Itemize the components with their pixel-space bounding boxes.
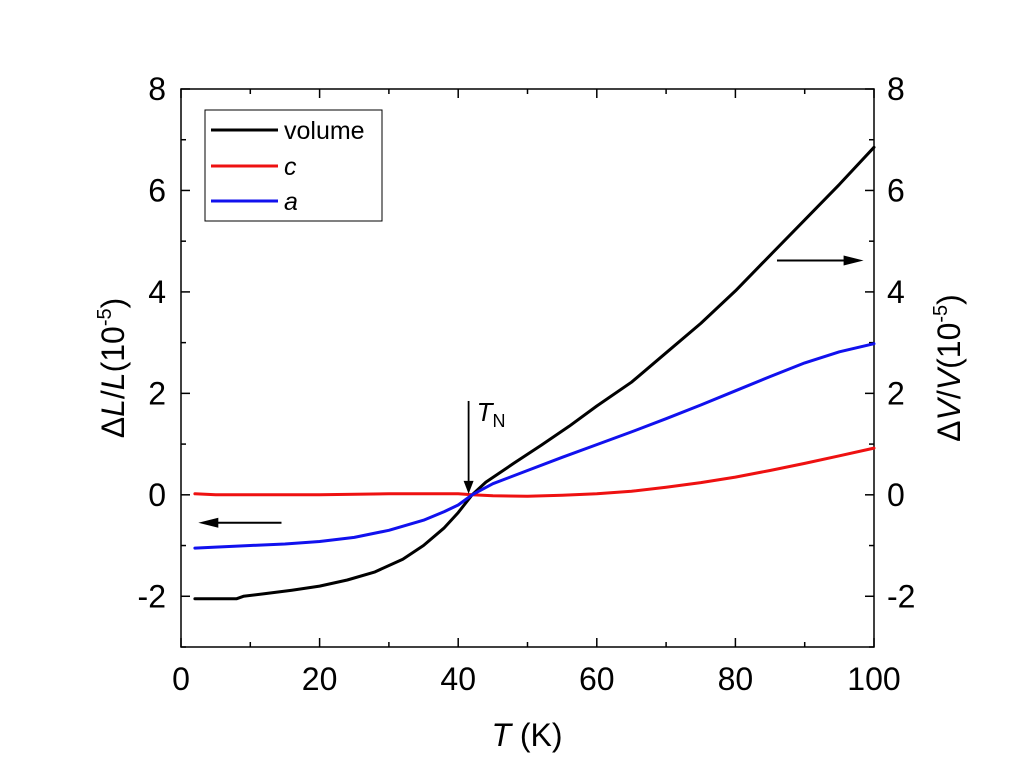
y-left-title-l2: L (95, 372, 131, 390)
y-right-tick-label: 4 (887, 274, 905, 310)
left-axis-arrow-head (198, 517, 219, 528)
y-left-tick-label: 2 (148, 375, 166, 411)
x-tick-label: 20 (302, 661, 338, 697)
x-axis-title-var: T (491, 717, 513, 753)
series-line-a (193, 342, 876, 550)
legend-label-volume: volume (284, 117, 365, 145)
y-right-title-exp: -5 (930, 305, 952, 323)
tn-label: TN (477, 397, 506, 431)
y-right-tick-label: -2 (887, 578, 915, 614)
y-left-tick-label: 0 (148, 477, 166, 513)
y-right-tick-label: 0 (887, 477, 905, 513)
y-left-title-close: ) (95, 298, 131, 309)
y-left-title-delta: Δ (95, 417, 131, 438)
y-left-tick-label: -2 (138, 578, 166, 614)
x-tick-label: 40 (440, 661, 476, 697)
y-left-tick-label: 8 (148, 71, 166, 107)
y-right-tick-label: 8 (887, 71, 905, 107)
y-right-title-v1: V (931, 396, 967, 420)
axis-ticks (180, 88, 875, 648)
legend: volume c a (204, 109, 383, 222)
y-right-title-slash: / (931, 390, 967, 399)
y-right-tick-label: 2 (887, 375, 905, 411)
y-right-title-delta: Δ (931, 420, 967, 441)
tn-arrow-head (463, 480, 474, 494)
x-tick-labels: 0 20 40 60 80 100 (172, 661, 901, 697)
right-axis-arrow-head (843, 255, 864, 266)
y-left-title-l1: L (95, 399, 131, 417)
y-left-tick-label: 6 (148, 172, 166, 208)
y-right-title-unit: (10 (931, 323, 967, 369)
y-right-axis-title: ΔV/V(10-5) (930, 294, 967, 442)
tn-label-main: T (477, 397, 495, 427)
x-tick-label: 80 (718, 661, 754, 697)
x-axis-title: T (K) (491, 717, 562, 753)
legend-label-c: c (284, 153, 297, 181)
y-left-title-unit: (10 (95, 326, 131, 372)
x-axis-title-unit: (K) (511, 717, 563, 753)
y-left-tick-label: 4 (148, 274, 166, 310)
y-right-title-v2: V (931, 366, 967, 390)
y-left-axis-title: ΔL/L(10-5) (94, 298, 131, 439)
y-right-title-close: ) (931, 294, 967, 305)
y-left-title-slash: / (95, 390, 131, 399)
y-left-tick-labels: -2 0 2 4 6 8 (138, 71, 166, 614)
series-group (193, 145, 876, 601)
y-right-tick-label: 6 (887, 172, 905, 208)
series-line-c (193, 446, 876, 498)
x-tick-label: 100 (847, 661, 900, 697)
legend-label-a: a (284, 188, 298, 216)
x-tick-label: 0 (172, 661, 190, 697)
tn-label-sub: N (492, 411, 505, 431)
y-left-title-exp: -5 (94, 308, 116, 326)
x-tick-label: 60 (579, 661, 615, 697)
y-right-tick-labels: -2 0 2 4 6 8 (887, 71, 915, 614)
